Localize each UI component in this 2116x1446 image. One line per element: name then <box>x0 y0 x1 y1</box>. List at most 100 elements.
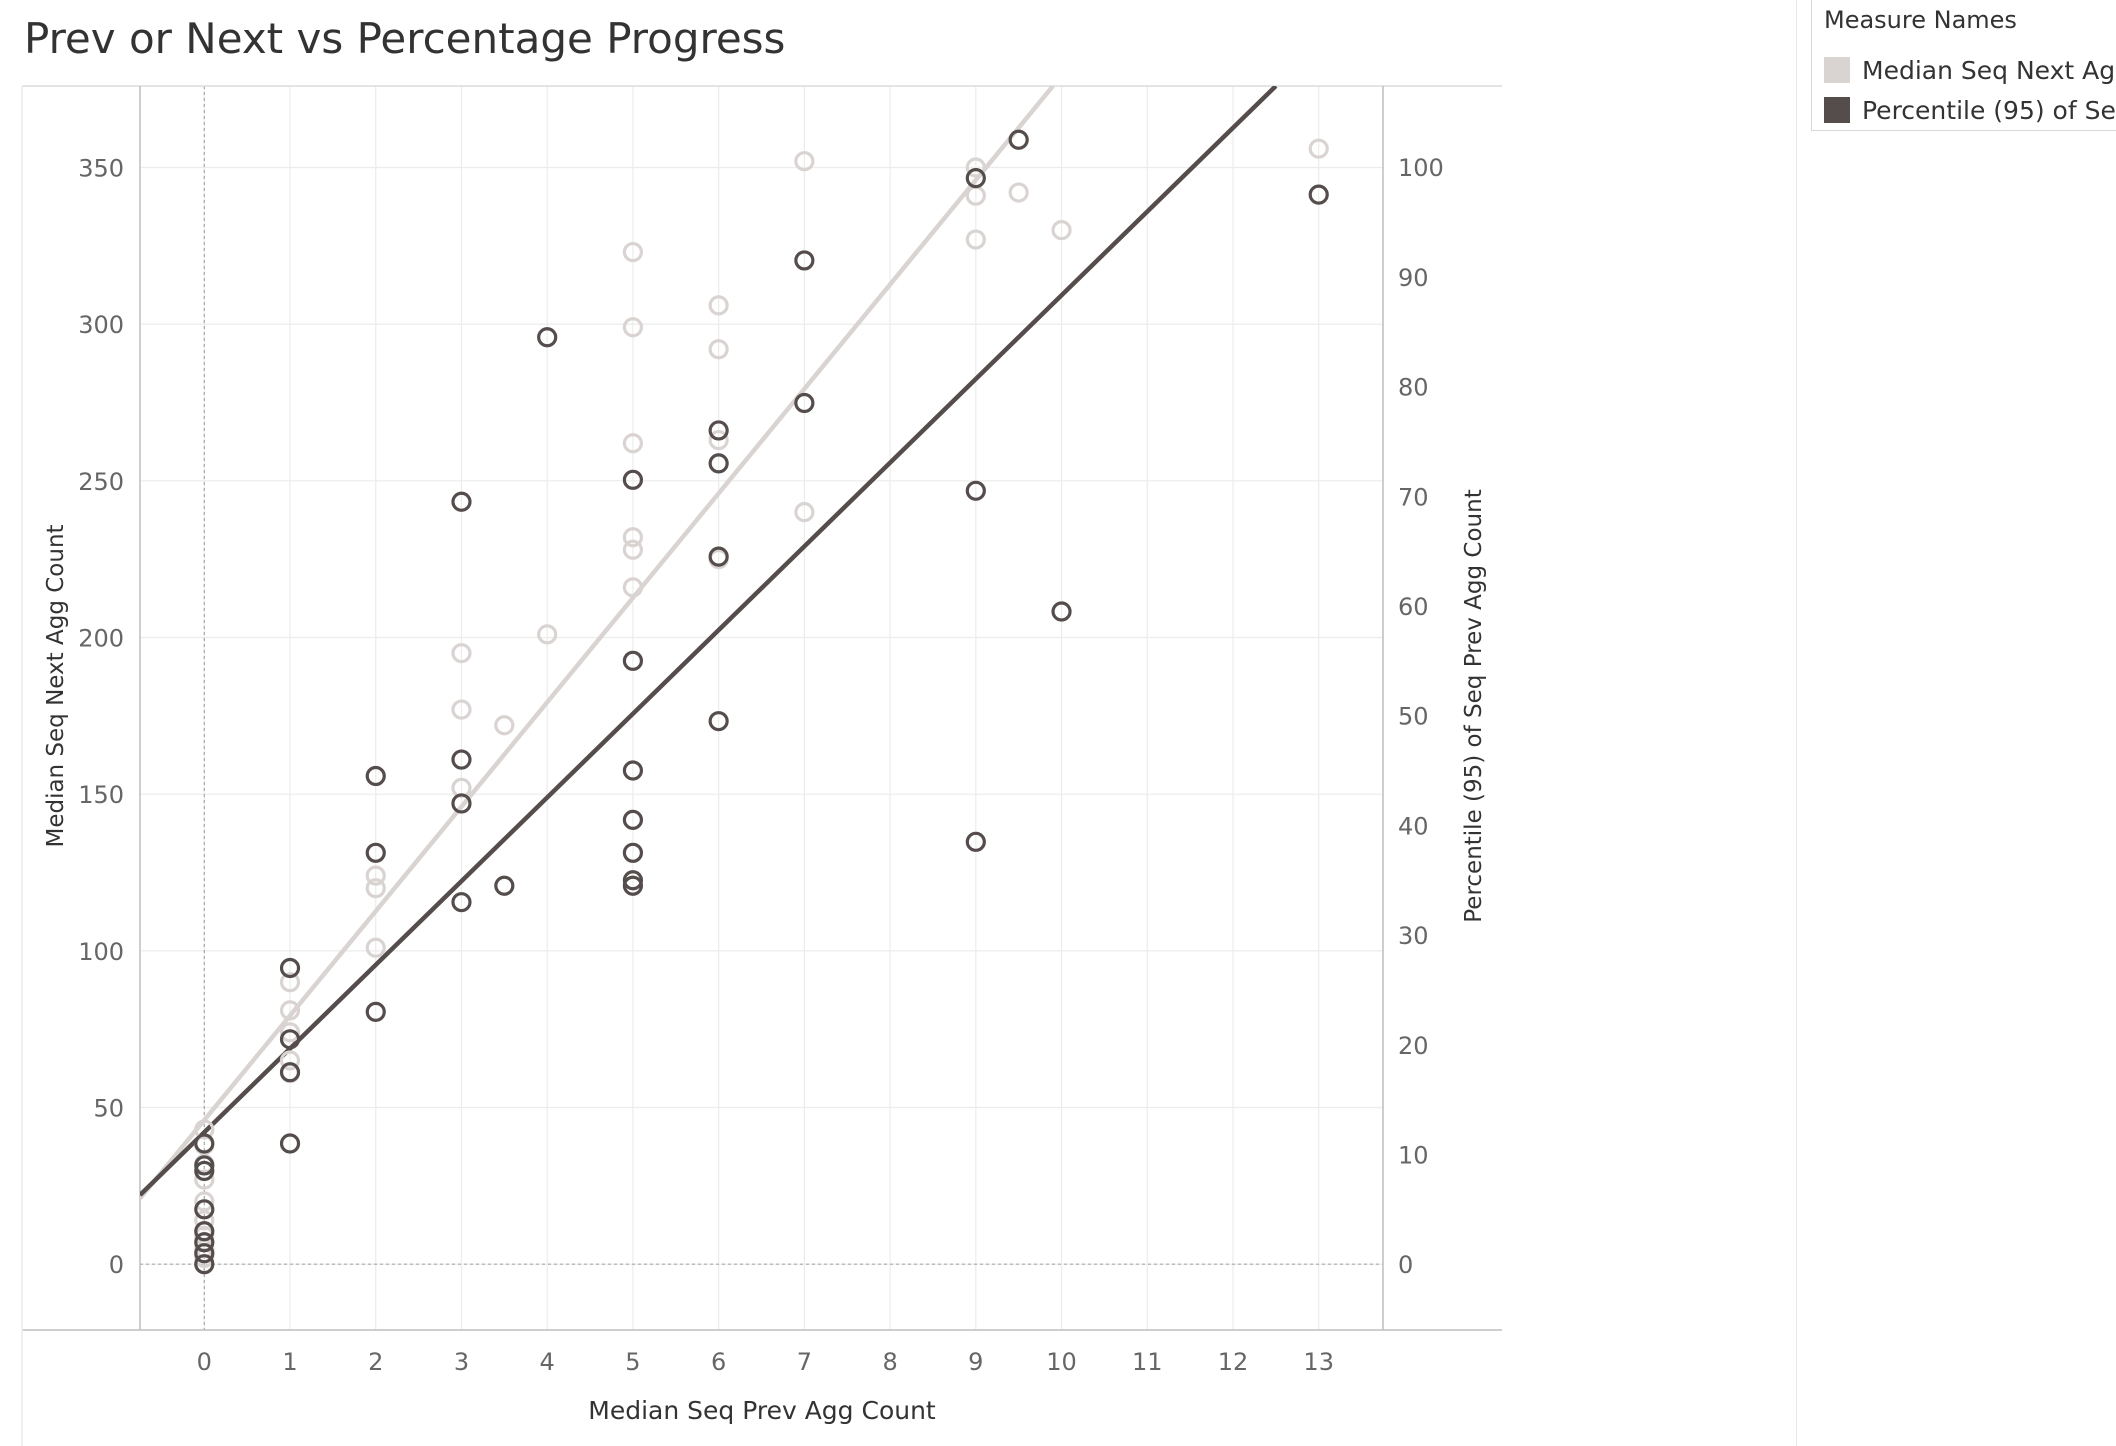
y-axis-label: Median Seq Next Agg Count <box>43 524 69 847</box>
y-tick-label: 100 <box>78 938 124 966</box>
x-tick-label: 6 <box>711 1348 726 1376</box>
median-point <box>1308 138 1329 159</box>
median-point <box>279 1050 301 1071</box>
percentile-point <box>622 870 644 891</box>
y2-tick-label: 80 <box>1398 374 1429 402</box>
median-point <box>1008 182 1029 203</box>
percentile-point <box>194 1254 215 1275</box>
percentile-point <box>194 1133 215 1154</box>
y2-tick-label: 40 <box>1398 812 1429 840</box>
percentile-point <box>794 250 815 271</box>
x-axis-label: Median Seq Prev Agg Count <box>588 1396 936 1425</box>
y2-tick-label: 100 <box>1398 154 1444 182</box>
y-tick-label: 150 <box>78 781 124 809</box>
median-point <box>965 157 986 178</box>
percentile-point <box>708 420 729 441</box>
median-point <box>794 502 815 523</box>
percentile-point <box>708 453 729 474</box>
median-point <box>194 1169 215 1190</box>
trend-line-median <box>140 86 1055 1200</box>
x-tick-label: 10 <box>1046 1348 1077 1376</box>
percentile-point <box>365 842 386 863</box>
trend-lines <box>140 86 1278 1200</box>
percentile-point <box>365 1001 386 1022</box>
percentile-point <box>794 392 815 414</box>
median-point <box>708 429 729 451</box>
percentile-point <box>194 1155 215 1176</box>
y2-tick-label: 10 <box>1398 1141 1429 1169</box>
median-point <box>622 317 644 338</box>
y-tick-label: 350 <box>78 154 124 182</box>
percentile-point <box>451 892 472 913</box>
median-point <box>622 241 644 263</box>
percentile-point <box>622 809 644 830</box>
x-tick-label: 13 <box>1303 1348 1334 1376</box>
chart-title: Prev or Next vs Percentage Progress <box>24 14 786 63</box>
y-tick-label: 50 <box>93 1095 124 1123</box>
legend-label-median: Median Seq Next Ag.. <box>1862 55 2116 85</box>
scatter-plot[interactable]: 0 1 2 3 4 5 6 7 8 9 10 11 12 13 050100150200250300350… <box>0 0 1790 1446</box>
percentile-point <box>965 480 986 501</box>
median-point <box>365 937 386 958</box>
percentile-point <box>194 1243 215 1264</box>
x-tick-label: 3 <box>454 1348 469 1376</box>
percentile-point <box>279 1029 301 1050</box>
y2-axis-label: Percentile (95) of Seq Prev Agg Count <box>1461 489 1487 923</box>
percentile-point <box>1008 129 1029 150</box>
median-point <box>365 878 386 899</box>
y-tick-label: 300 <box>78 311 124 339</box>
y2-tick-label: 20 <box>1398 1032 1429 1060</box>
percentile-point <box>622 469 644 490</box>
percentile-point <box>537 327 558 348</box>
percentile-point <box>494 875 515 896</box>
median-point <box>494 715 515 736</box>
y-tick-label: 0 <box>109 1251 124 1279</box>
percentile-point <box>194 1199 215 1220</box>
x-tick-label: 11 <box>1132 1348 1163 1376</box>
x-tick-label: 7 <box>797 1348 812 1376</box>
median-point <box>451 643 472 664</box>
x-tick-label: 1 <box>282 1348 297 1376</box>
percentile-point <box>451 749 472 770</box>
median-point <box>194 1191 215 1212</box>
percentile-point <box>1308 184 1329 205</box>
y2-tick-label: 60 <box>1398 593 1429 621</box>
percentile-point <box>965 831 986 852</box>
percentile-point <box>279 1062 301 1083</box>
percentile-point <box>708 546 729 567</box>
legend-swatch-median <box>1824 57 1850 83</box>
median-point <box>537 624 558 645</box>
y2-tick-label: 90 <box>1398 264 1429 292</box>
y-tick-label: 250 <box>78 468 124 496</box>
legend-item-percentile[interactable]: Percentile (95) of Se.. <box>1824 93 2116 127</box>
percentile-point <box>194 1232 215 1253</box>
x-tick-label: 9 <box>968 1348 983 1376</box>
median-point <box>622 577 644 598</box>
y2-axis-ticks: 0 10 20 30 40 50 60 70 80 90 100 <box>1398 154 1444 1279</box>
y-axis-ticks: 0 50 100 150 200 250 300 350 <box>78 154 124 1279</box>
median-point <box>622 539 644 560</box>
x-tick-label: 12 <box>1218 1348 1249 1376</box>
percentile-point <box>965 168 986 189</box>
median-point <box>279 972 301 993</box>
median-point <box>708 339 729 360</box>
percentile-point <box>451 793 472 814</box>
percentile-point <box>622 760 644 781</box>
median-point <box>1051 220 1072 241</box>
y2-tick-label: 30 <box>1398 922 1429 950</box>
y2-tick-label: 70 <box>1398 483 1429 511</box>
median-point <box>365 865 386 886</box>
grid <box>140 86 1383 1330</box>
median-point <box>708 295 729 316</box>
median-point <box>622 433 644 454</box>
percentile-point <box>708 711 729 732</box>
percentile-point <box>194 1160 215 1182</box>
x-tick-label: 8 <box>882 1348 897 1376</box>
median-point <box>279 1022 301 1043</box>
data-points <box>194 129 1329 1275</box>
legend-label-percentile: Percentile (95) of Se.. <box>1862 95 2116 125</box>
legend-swatch-percentile <box>1824 97 1850 123</box>
legend-item-median[interactable]: Median Seq Next Ag.. <box>1824 53 2116 87</box>
legend: Measure Names Median Seq Next Ag.. Perce… <box>1811 0 2116 131</box>
y-tick-label: 200 <box>78 624 124 652</box>
